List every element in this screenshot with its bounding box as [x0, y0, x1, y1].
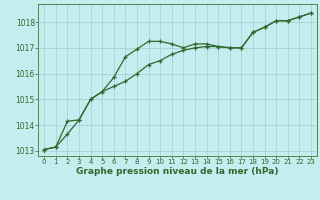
X-axis label: Graphe pression niveau de la mer (hPa): Graphe pression niveau de la mer (hPa): [76, 167, 279, 176]
